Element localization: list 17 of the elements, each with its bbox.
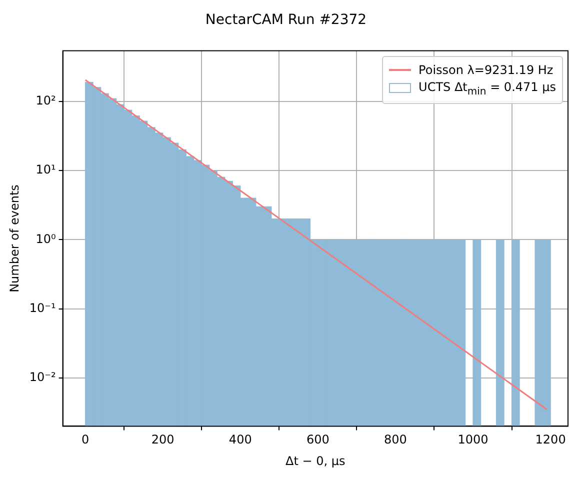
x-tick-label: 200: [151, 432, 174, 447]
legend-label: UCTS Δt$_{min}$ = 0.471 μs: [418, 80, 556, 98]
x-tick-label: 1200: [535, 432, 566, 447]
x-tick-label: 1000: [458, 432, 488, 447]
y-tick-label: 10¹: [36, 162, 56, 177]
y-tick-label: 10⁰: [36, 232, 56, 246]
chart-title: NectarCAM Run #2372: [205, 12, 367, 28]
legend-label: Poisson λ=9231.19 Hz: [418, 62, 554, 77]
x-tick-label: 0: [81, 432, 90, 447]
x-axis-title: Δt − 0, μs: [286, 454, 346, 468]
y-tick-label: 10⁻¹: [29, 300, 56, 315]
y-tick-label: 10⁻²: [29, 370, 56, 384]
x-tick-label: 800: [384, 432, 407, 447]
x-tick-label: 400: [228, 432, 252, 447]
y-axis-title: Number of events: [7, 184, 22, 292]
y-tick-label: 10²: [36, 94, 56, 108]
x-tick-label: 600: [306, 432, 330, 447]
